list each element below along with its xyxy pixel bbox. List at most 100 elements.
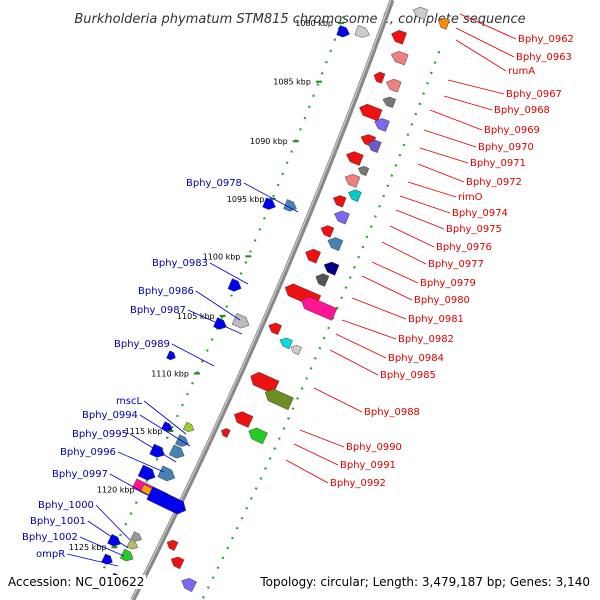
gene-right-33-shape <box>412 6 429 20</box>
kbp-tick-label: 1100 kbp <box>203 252 241 261</box>
backbone-line <box>130 0 395 600</box>
gene-right-30 <box>170 556 185 570</box>
gene-label-right: Bphy_0985 <box>380 370 436 381</box>
gene-left-8 <box>183 421 195 432</box>
gene-label-left: Bphy_0983 <box>152 258 208 269</box>
gene-right-12 <box>348 189 362 202</box>
gene-right-17-shape <box>305 248 321 264</box>
gene-label-left: Bphy_0986 <box>138 286 194 297</box>
gene-left-3 <box>262 197 276 210</box>
leader-right <box>371 261 419 284</box>
gene-label-left: Bphy_0996 <box>60 447 116 458</box>
gene-left-12-shape <box>149 443 165 458</box>
gene-right-23 <box>279 337 293 350</box>
leader-left <box>129 433 177 463</box>
gene-right-1-shape <box>391 51 409 66</box>
gene-right-23-shape <box>279 337 293 350</box>
gene-label-right: Bphy_0990 <box>346 442 402 453</box>
gene-label-right: Bphy_0981 <box>408 314 464 325</box>
leader-right <box>429 109 483 131</box>
leader-left <box>117 451 165 473</box>
gene-right-0-shape <box>391 30 407 45</box>
gene-right-12-shape <box>348 189 362 202</box>
gene-right-1 <box>391 51 409 66</box>
gene-right-10-shape <box>357 166 370 177</box>
gene-label-left: mscL <box>116 396 142 407</box>
label-leaders <box>67 13 517 567</box>
gene-left-5 <box>231 313 250 329</box>
gene-right-33 <box>412 6 429 20</box>
leader-right <box>419 147 469 164</box>
leader-right <box>361 275 413 301</box>
leader-right <box>459 13 517 40</box>
gene-right-13-shape <box>332 195 347 208</box>
gene-right-26-shape <box>264 388 294 411</box>
gene-labels: Bphy_0978 Bphy_0983 Bphy_0986 Bphy_0987 Bphy… <box>22 34 574 560</box>
gene-left-13 <box>157 465 175 482</box>
gene-right-3-shape <box>385 78 402 93</box>
gene-left-19-shape <box>126 539 138 550</box>
gene-right-31-shape <box>181 578 197 593</box>
gene-label-left: Bphy_0997 <box>52 469 108 480</box>
leader-right <box>399 195 451 214</box>
gene-label-right: Bphy_0976 <box>436 242 492 253</box>
gene-right-28-shape <box>248 427 268 445</box>
gene-right-11 <box>344 174 361 188</box>
gene-label-left: Bphy_1001 <box>30 516 86 527</box>
gene-label-right: Bphy_0972 <box>466 177 522 188</box>
gene-right-3 <box>385 78 402 93</box>
gene-label-left: Bphy_0995 <box>72 429 128 440</box>
gene-label-right: Bphy_0979 <box>420 278 476 289</box>
gene-label-left: ompR <box>36 549 65 560</box>
gene-right-21-shape <box>301 296 338 321</box>
leader-right <box>395 209 445 230</box>
gene-right-6-shape <box>374 118 390 132</box>
map-title: Burkholderia phymatum STM815 chromosome … <box>74 12 525 27</box>
accession-text: Accession: NC_010622 <box>6 575 147 589</box>
gene-right-31 <box>181 578 197 593</box>
gene-label-right: Bphy_0974 <box>452 208 508 219</box>
gene-label-right: Bphy_0971 <box>470 158 526 169</box>
gene-right-27-shape <box>233 411 254 428</box>
gene-left-4 <box>227 278 242 292</box>
gene-left-3-shape <box>262 197 276 210</box>
gene-right-19 <box>315 273 330 287</box>
leader-left <box>143 400 187 435</box>
gene-right-11-shape <box>344 174 361 188</box>
gene-right-5 <box>359 103 383 122</box>
gene-left-12 <box>149 443 165 458</box>
gene-right-10 <box>357 166 370 177</box>
gene-left-20-shape <box>107 533 121 547</box>
leader-right <box>299 429 345 448</box>
leader-right <box>341 319 397 340</box>
gene-label-right: rumA <box>508 66 535 77</box>
leader-left <box>87 520 129 549</box>
leader-right <box>285 459 329 484</box>
gene-right-18 <box>323 261 340 276</box>
gene-label-right: Bphy_0963 <box>516 52 572 63</box>
gene-right-17 <box>305 248 321 264</box>
gene-right-4 <box>382 96 396 109</box>
gene-label-left: Bphy_0989 <box>114 339 170 350</box>
gene-left-5-shape <box>231 313 250 329</box>
gene-right-8 <box>367 139 382 153</box>
gene-left-0-shape <box>354 25 370 38</box>
gene-left-6-shape <box>213 317 227 330</box>
gene-right-5-shape <box>359 103 383 122</box>
gene-label-right: Bphy_0991 <box>340 460 396 471</box>
kbp-tick-label: 1080 kbp <box>295 19 333 28</box>
gene-right-15-shape <box>320 225 335 238</box>
gene-label-right: Bphy_0988 <box>364 407 420 418</box>
gene-left-20 <box>107 533 121 547</box>
leader-right <box>335 333 387 359</box>
topology-summary: Topology: circular; Length: 3,479,187 bp… <box>258 575 592 589</box>
gene-left-2-shape <box>283 199 297 212</box>
leader-left <box>243 182 299 213</box>
dotted-tracks <box>101 15 441 600</box>
gene-left-9 <box>161 421 173 432</box>
leader-left <box>209 262 249 285</box>
leader-left <box>79 536 125 557</box>
leader-right <box>293 443 339 466</box>
kbp-tick-label: 1085 kbp <box>273 78 311 87</box>
kbp-tick-label: 1120 kbp <box>97 486 135 495</box>
